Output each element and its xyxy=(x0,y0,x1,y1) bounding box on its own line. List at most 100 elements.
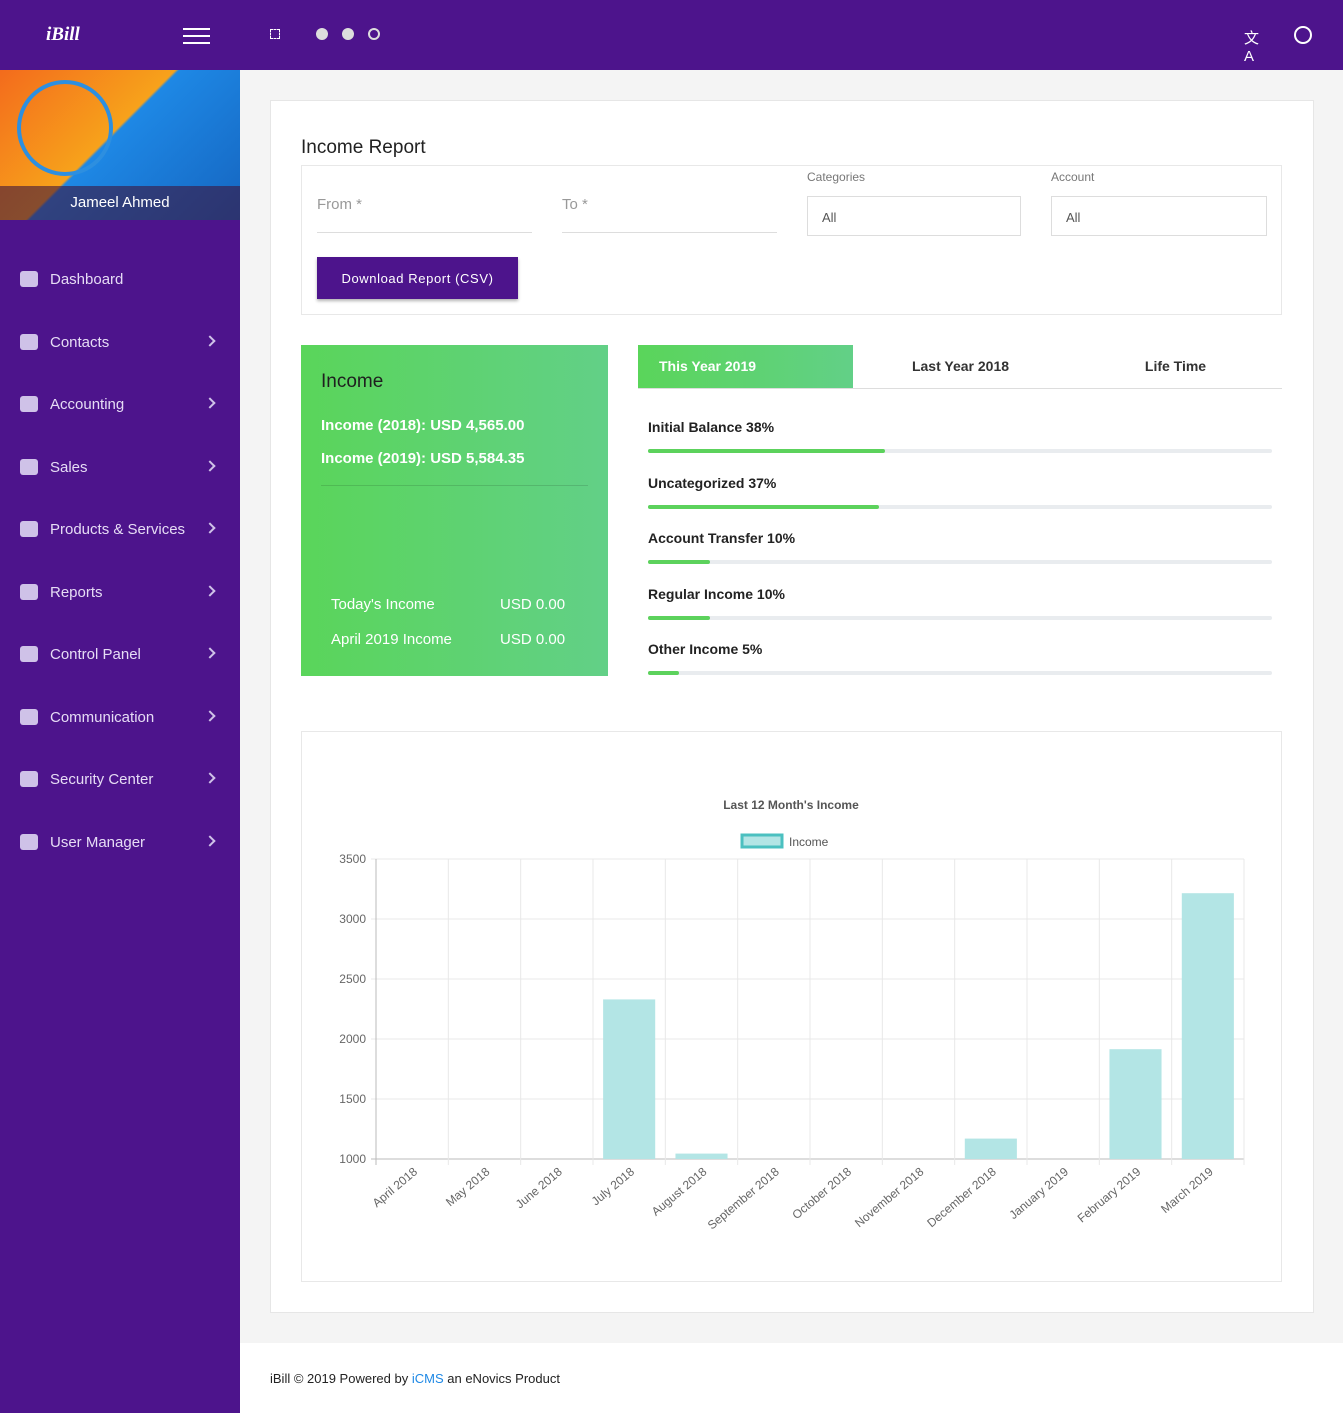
breakdown: Initial Balance 38% Uncategorized 37% Acco… xyxy=(648,401,1272,691)
menu-chevron xyxy=(204,459,216,472)
today-value: USD 0.00 xyxy=(500,596,566,613)
menu-item[interactable]: Accounting xyxy=(0,385,240,425)
y-tick-label: 3500 xyxy=(339,852,366,866)
footer-after: an eNovics Product xyxy=(447,1371,560,1386)
income-2018: Income (2018): USD 4,565.00 xyxy=(321,417,525,434)
progress-fill xyxy=(648,449,886,453)
account-label: Account xyxy=(1051,170,1095,184)
profile-banner: Jameel Ahmed xyxy=(0,70,240,220)
tab[interactable]: This Year 2019 xyxy=(638,345,853,388)
menu-chevron xyxy=(204,522,216,534)
menu-icon xyxy=(20,396,38,412)
menu-item[interactable]: User Manager xyxy=(0,823,240,863)
from-field[interactable]: From * xyxy=(317,186,532,233)
menu-item[interactable]: Reports xyxy=(0,573,240,613)
profile-icon[interactable] xyxy=(1294,26,1312,44)
y-tick-label: 2000 xyxy=(339,1032,366,1046)
menu-icon xyxy=(20,771,38,787)
menu-chevron xyxy=(204,584,216,597)
menu-chevron xyxy=(204,709,216,722)
menu-icon xyxy=(20,646,38,662)
progress-fill xyxy=(648,504,879,509)
menu-icon xyxy=(20,271,38,287)
tab[interactable]: Life Time xyxy=(1144,358,1207,374)
reset-icon[interactable] xyxy=(368,28,380,40)
menu-chevron xyxy=(204,647,216,659)
menu-chevron xyxy=(204,397,216,409)
user-name: Jameel Ahmed xyxy=(0,186,240,220)
from-label: From * xyxy=(317,196,362,213)
menu-label: Accounting xyxy=(50,396,125,413)
menu-label: Security Center xyxy=(50,771,154,788)
zoom-out-icon[interactable] xyxy=(342,28,354,40)
translate-icon[interactable]: 文A xyxy=(1244,30,1260,65)
menu-label: Dashboard xyxy=(50,271,124,288)
progress-fill xyxy=(648,671,680,675)
income-2019: Income (2019): USD 5,584.35 xyxy=(321,450,525,467)
menu-item[interactable]: Sales xyxy=(0,448,240,488)
zoom-in-icon[interactable] xyxy=(316,28,328,40)
categories-label: Categories xyxy=(807,170,866,184)
footer-link[interactable]: iCMS xyxy=(411,1371,444,1386)
legend-label: Income xyxy=(789,835,829,849)
menu-icon xyxy=(20,833,38,850)
menu-item[interactable]: Products & Services xyxy=(0,510,240,550)
avatar xyxy=(17,80,113,176)
menu-chevron xyxy=(204,834,216,847)
breakdown-label: Other Income 5% xyxy=(648,641,763,657)
tabs: This Year 2019 Last Year 2018 Life Time xyxy=(638,345,1282,389)
breakdown-label: Initial Balance 38% xyxy=(648,419,775,435)
bar xyxy=(603,999,656,1159)
filter-box: From * To * Categories All Account All D… xyxy=(301,165,1282,315)
progress-track xyxy=(648,449,1272,453)
bar xyxy=(1181,893,1234,1159)
menu-icon xyxy=(20,583,38,600)
to-field[interactable]: To * xyxy=(562,186,777,233)
y-tick-label: 2500 xyxy=(339,972,366,986)
progress-track xyxy=(648,504,1272,509)
bar xyxy=(964,1138,1017,1159)
legend-swatch xyxy=(740,833,784,849)
menu-icon xyxy=(20,521,38,537)
chart-title: Last 12 Month's Income xyxy=(723,798,859,812)
menu-item[interactable]: Contacts xyxy=(0,323,240,363)
sidebar: Jameel Ahmed Dashboard Contacts Accounting… xyxy=(0,0,240,1413)
tab[interactable]: Last Year 2018 xyxy=(911,358,1010,374)
download-button[interactable]: Download Report (CSV) xyxy=(317,257,518,299)
chart-frame xyxy=(301,731,1282,1282)
account-select[interactable]: All xyxy=(1051,196,1267,236)
y-tick-label: 1500 xyxy=(339,1092,366,1106)
menu-toggle[interactable] xyxy=(183,28,210,30)
month-value: USD 0.00 xyxy=(500,631,566,648)
menu-item[interactable]: Control Panel xyxy=(0,635,240,675)
income-chart: Last 12 Month's Income Income 1000 1500 200… xyxy=(301,731,1282,1282)
topbar: 文A xyxy=(240,0,1343,70)
breakdown-label: Account Transfer 10% xyxy=(648,530,796,546)
menu-label: User Manager xyxy=(50,833,146,851)
menu-item[interactable]: Dashboard xyxy=(0,260,240,300)
income-card-title: Income xyxy=(321,371,384,392)
menu-label: Sales xyxy=(50,458,88,476)
categories-select[interactable]: All xyxy=(807,196,1021,236)
logo: iBill xyxy=(46,24,80,45)
progress-fill xyxy=(648,560,711,564)
content-card: Income Report From * To * Categories All… xyxy=(270,100,1314,1313)
breakdown-label: Uncategorized 37% xyxy=(648,474,777,491)
menu-item[interactable]: Communication xyxy=(0,698,240,738)
bar xyxy=(675,1153,728,1159)
fullscreen-icon[interactable] xyxy=(270,29,280,39)
menu-label: Communication xyxy=(50,708,155,726)
menu-label: Reports xyxy=(50,583,103,601)
footer-before: iBill © 2019 Powered by xyxy=(270,1371,409,1386)
menu-icon xyxy=(20,458,38,475)
progress-track xyxy=(648,615,1272,620)
to-label: To * xyxy=(562,196,588,213)
income-card: Income Income (2018): USD 4,565.00 Incom… xyxy=(301,345,608,676)
progress-track xyxy=(648,671,1272,675)
month-label: April 2019 Income xyxy=(331,631,452,648)
menu-chevron xyxy=(204,772,216,784)
y-tick-label: 1000 xyxy=(339,1152,366,1166)
menu-item[interactable]: Security Center xyxy=(0,760,240,800)
logo-area: iBill xyxy=(0,0,240,70)
